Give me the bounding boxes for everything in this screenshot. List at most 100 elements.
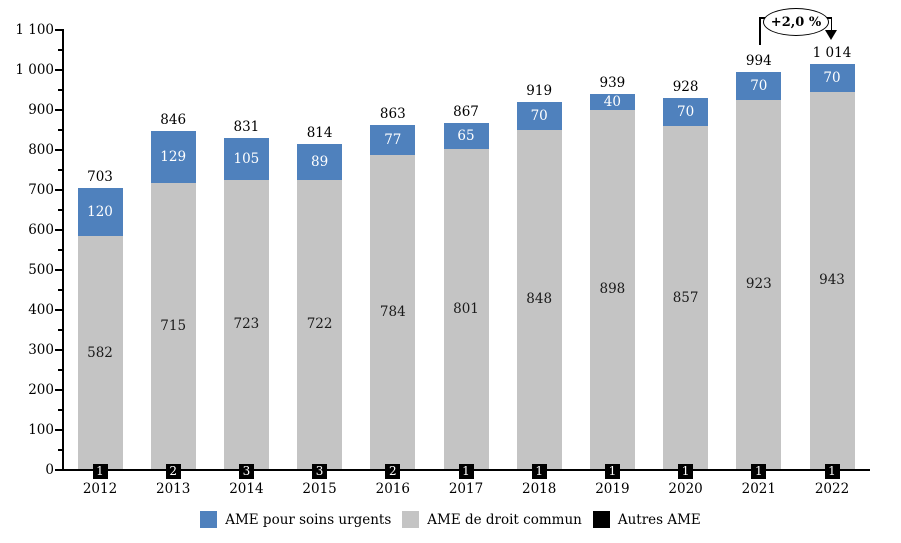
x-axis-label: 2016 — [375, 481, 410, 497]
bar-total-label: 1 014 — [812, 44, 852, 61]
x-axis-label: 2018 — [522, 481, 557, 497]
bar-segment-droit-commun — [589, 109, 635, 469]
x-axis-label: 2022 — [814, 481, 850, 497]
y-tick-label: 600 — [28, 221, 54, 238]
legend-item-autres-ame: Autres AME — [592, 511, 701, 528]
bar-value-droit-commun: 923 — [745, 276, 772, 293]
legend-swatch-gray-icon — [402, 511, 420, 528]
y-tick-label: 300 — [28, 341, 54, 358]
bar-value-autres-ame: 3 — [238, 464, 254, 479]
legend-label-autres-ame: Autres AME — [617, 511, 701, 528]
y-minor-tick — [58, 289, 62, 291]
bar-value-soins-urgents: 105 — [233, 150, 260, 167]
bar-value-autres-ame: 2 — [385, 464, 401, 479]
growth-rate-label: +2,0 % — [770, 14, 822, 30]
x-axis-label: 2020 — [668, 481, 703, 497]
bar-value-soins-urgents: 40 — [603, 93, 621, 110]
bar-segment-soins-urgents — [297, 144, 343, 180]
bar-value-autres-ame: 3 — [312, 464, 328, 479]
bar-value-autres-ame: 1 — [92, 464, 108, 479]
bar-segment-soins-urgents — [516, 101, 562, 130]
x-axis-label: 2013 — [156, 481, 191, 497]
y-tick-label: 500 — [28, 261, 54, 278]
y-axis-line — [62, 29, 64, 471]
y-major-tick — [55, 229, 62, 231]
bar-segment-soins-urgents — [150, 131, 196, 183]
chart-legend: AME pour soins urgents AME de droit comm… — [0, 511, 901, 528]
bar-value-autres-ame: 1 — [604, 464, 620, 479]
y-tick-label: 1 100 — [15, 21, 54, 38]
legend-item-soins-urgents: AME pour soins urgents — [200, 511, 391, 528]
bar-total-label: 814 — [306, 125, 333, 142]
arrow-down-icon — [825, 30, 837, 40]
annotation-bracket-left — [759, 17, 761, 45]
bar-segment-droit-commun — [443, 148, 489, 469]
y-major-tick — [55, 29, 62, 31]
y-tick-label: 100 — [28, 421, 54, 438]
y-major-tick — [55, 389, 62, 391]
y-minor-tick — [58, 169, 62, 171]
bar-total-label: 919 — [526, 82, 553, 99]
y-major-tick — [55, 349, 62, 351]
bar-segment-soins-urgents — [663, 98, 709, 127]
y-tick-label: 400 — [28, 301, 54, 318]
y-minor-tick — [58, 449, 62, 451]
x-axis-label: 2015 — [302, 481, 337, 497]
bar-total-label: 994 — [745, 52, 772, 69]
bar-segment-droit-commun — [150, 183, 196, 469]
y-major-tick — [55, 309, 62, 311]
bar-value-droit-commun: 848 — [526, 291, 553, 308]
y-tick-label: 700 — [28, 181, 54, 198]
bar-total-label: 867 — [453, 103, 479, 120]
y-minor-tick — [58, 249, 62, 251]
bar-total-label: 928 — [672, 79, 699, 96]
legend-label-droit-commun: AME de droit commun — [427, 511, 582, 528]
bar-value-soins-urgents: 77 — [384, 132, 402, 148]
bar-segment-droit-commun — [809, 91, 855, 469]
y-minor-tick — [58, 369, 62, 371]
growth-rate-callout: +2,0 % — [763, 8, 829, 36]
y-major-tick — [55, 429, 62, 431]
y-tick-label: 800 — [28, 141, 54, 158]
bar-value-droit-commun: 784 — [379, 304, 406, 321]
x-axis-label: 2017 — [448, 481, 484, 497]
bar-value-droit-commun: 722 — [306, 316, 333, 333]
y-tick-label: 200 — [28, 381, 54, 398]
y-minor-tick — [58, 89, 62, 91]
bar-total-label: 846 — [160, 112, 187, 129]
bar-total-label: 703 — [87, 169, 113, 186]
legend-swatch-black-icon — [592, 511, 610, 528]
bar-value-soins-urgents: 120 — [87, 204, 113, 221]
y-tick-label: 0 — [45, 461, 54, 478]
bar-value-soins-urgents: 70 — [750, 77, 768, 94]
bar-value-droit-commun: 582 — [87, 344, 113, 361]
bar-segment-droit-commun — [297, 180, 343, 469]
y-minor-tick — [58, 209, 62, 211]
y-minor-tick — [58, 49, 62, 51]
y-tick-label: 900 — [28, 101, 54, 118]
bar-total-label: 939 — [599, 74, 626, 91]
y-minor-tick — [58, 409, 62, 411]
x-axis-label: 2012 — [82, 481, 118, 497]
bar-value-soins-urgents: 65 — [457, 127, 475, 144]
y-major-tick — [55, 69, 62, 71]
bar-value-soins-urgents: 129 — [160, 149, 187, 166]
bar-segment-soins-urgents — [809, 63, 855, 92]
bar-segment-soins-urgents — [736, 71, 782, 100]
y-major-tick — [55, 269, 62, 271]
bar-value-autres-ame: 1 — [458, 464, 474, 479]
bar-value-droit-commun: 801 — [453, 300, 479, 317]
bar-segment-droit-commun — [516, 129, 562, 469]
legend-label-soins-urgents: AME pour soins urgents — [225, 511, 392, 528]
bar-segment-droit-commun — [370, 155, 416, 469]
annotation-bracket-right — [830, 17, 832, 31]
bar-segment-droit-commun — [736, 99, 782, 469]
bar-value-soins-urgents: 70 — [530, 107, 548, 124]
y-major-tick — [55, 109, 62, 111]
bar-value-soins-urgents: 70 — [677, 104, 695, 121]
legend-item-droit-commun: AME de droit commun — [402, 511, 582, 528]
bar-value-autres-ame: 1 — [531, 464, 547, 479]
bar-value-autres-ame: 1 — [678, 464, 694, 479]
bar-value-droit-commun: 723 — [233, 316, 260, 333]
